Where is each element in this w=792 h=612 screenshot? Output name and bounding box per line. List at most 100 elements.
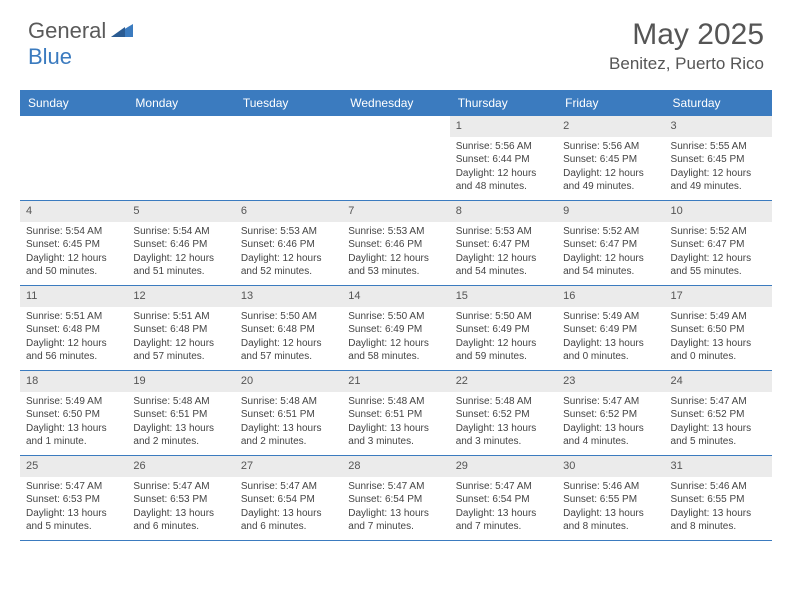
day-body: Sunrise: 5:54 AMSunset: 6:45 PMDaylight:… xyxy=(20,222,127,285)
sunset-text: Sunset: 6:54 PM xyxy=(456,493,551,507)
logo-word2-wrap: Blue xyxy=(28,44,72,70)
day-number: 22 xyxy=(450,371,557,392)
sunrise-text: Sunrise: 5:56 AM xyxy=(456,140,551,154)
day-cell: 1Sunrise: 5:56 AMSunset: 6:44 PMDaylight… xyxy=(450,116,557,200)
day-number: 24 xyxy=(665,371,772,392)
day-body: Sunrise: 5:53 AMSunset: 6:46 PMDaylight:… xyxy=(342,222,449,285)
daylight-text: Daylight: 12 hours and 52 minutes. xyxy=(241,252,336,279)
sunset-text: Sunset: 6:53 PM xyxy=(26,493,121,507)
day-number: 6 xyxy=(235,201,342,222)
day-cell: 31Sunrise: 5:46 AMSunset: 6:55 PMDayligh… xyxy=(665,456,772,540)
daylight-text: Daylight: 13 hours and 7 minutes. xyxy=(456,507,551,534)
sunset-text: Sunset: 6:44 PM xyxy=(456,153,551,167)
daylight-text: Daylight: 13 hours and 0 minutes. xyxy=(671,337,766,364)
daylight-text: Daylight: 12 hours and 53 minutes. xyxy=(348,252,443,279)
day-body: Sunrise: 5:52 AMSunset: 6:47 PMDaylight:… xyxy=(557,222,664,285)
day-cell: 13Sunrise: 5:50 AMSunset: 6:48 PMDayligh… xyxy=(235,286,342,370)
sunset-text: Sunset: 6:54 PM xyxy=(348,493,443,507)
day-cell xyxy=(20,116,127,200)
sunset-text: Sunset: 6:45 PM xyxy=(26,238,121,252)
day-body: Sunrise: 5:55 AMSunset: 6:45 PMDaylight:… xyxy=(665,137,772,200)
sunrise-text: Sunrise: 5:47 AM xyxy=(133,480,228,494)
sunset-text: Sunset: 6:52 PM xyxy=(563,408,658,422)
day-body: Sunrise: 5:47 AMSunset: 6:54 PMDaylight:… xyxy=(450,477,557,540)
daylight-text: Daylight: 12 hours and 51 minutes. xyxy=(133,252,228,279)
daylight-text: Daylight: 12 hours and 59 minutes. xyxy=(456,337,551,364)
calendar: Sunday Monday Tuesday Wednesday Thursday… xyxy=(20,90,772,541)
sunrise-text: Sunrise: 5:54 AM xyxy=(133,225,228,239)
day-cell: 4Sunrise: 5:54 AMSunset: 6:45 PMDaylight… xyxy=(20,201,127,285)
daylight-text: Daylight: 12 hours and 54 minutes. xyxy=(456,252,551,279)
day-cell: 19Sunrise: 5:48 AMSunset: 6:51 PMDayligh… xyxy=(127,371,234,455)
day-body: Sunrise: 5:49 AMSunset: 6:50 PMDaylight:… xyxy=(20,392,127,455)
daylight-text: Daylight: 13 hours and 2 minutes. xyxy=(241,422,336,449)
day-cell: 5Sunrise: 5:54 AMSunset: 6:46 PMDaylight… xyxy=(127,201,234,285)
sunrise-text: Sunrise: 5:51 AM xyxy=(26,310,121,324)
sunset-text: Sunset: 6:49 PM xyxy=(348,323,443,337)
day-cell: 10Sunrise: 5:52 AMSunset: 6:47 PMDayligh… xyxy=(665,201,772,285)
sunset-text: Sunset: 6:55 PM xyxy=(563,493,658,507)
daylight-text: Daylight: 13 hours and 8 minutes. xyxy=(671,507,766,534)
daylight-text: Daylight: 13 hours and 5 minutes. xyxy=(26,507,121,534)
sunset-text: Sunset: 6:45 PM xyxy=(671,153,766,167)
sunrise-text: Sunrise: 5:47 AM xyxy=(563,395,658,409)
day-body: Sunrise: 5:52 AMSunset: 6:47 PMDaylight:… xyxy=(665,222,772,285)
sunset-text: Sunset: 6:46 PM xyxy=(133,238,228,252)
daylight-text: Daylight: 13 hours and 0 minutes. xyxy=(563,337,658,364)
sunset-text: Sunset: 6:47 PM xyxy=(671,238,766,252)
day-header-sat: Saturday xyxy=(665,90,772,116)
day-cell: 28Sunrise: 5:47 AMSunset: 6:54 PMDayligh… xyxy=(342,456,449,540)
day-body: Sunrise: 5:51 AMSunset: 6:48 PMDaylight:… xyxy=(20,307,127,370)
week-row: 18Sunrise: 5:49 AMSunset: 6:50 PMDayligh… xyxy=(20,371,772,456)
daylight-text: Daylight: 13 hours and 2 minutes. xyxy=(133,422,228,449)
week-row: 25Sunrise: 5:47 AMSunset: 6:53 PMDayligh… xyxy=(20,456,772,541)
sunset-text: Sunset: 6:49 PM xyxy=(563,323,658,337)
day-number: 13 xyxy=(235,286,342,307)
day-cell: 11Sunrise: 5:51 AMSunset: 6:48 PMDayligh… xyxy=(20,286,127,370)
sunrise-text: Sunrise: 5:48 AM xyxy=(133,395,228,409)
day-body: Sunrise: 5:53 AMSunset: 6:46 PMDaylight:… xyxy=(235,222,342,285)
weeks-container: 1Sunrise: 5:56 AMSunset: 6:44 PMDaylight… xyxy=(20,116,772,541)
day-number: 10 xyxy=(665,201,772,222)
day-number: 2 xyxy=(557,116,664,137)
sunrise-text: Sunrise: 5:52 AM xyxy=(563,225,658,239)
sunrise-text: Sunrise: 5:49 AM xyxy=(26,395,121,409)
sunrise-text: Sunrise: 5:53 AM xyxy=(456,225,551,239)
sunset-text: Sunset: 6:46 PM xyxy=(348,238,443,252)
sunrise-text: Sunrise: 5:52 AM xyxy=(671,225,766,239)
day-body: Sunrise: 5:48 AMSunset: 6:52 PMDaylight:… xyxy=(450,392,557,455)
week-row: 4Sunrise: 5:54 AMSunset: 6:45 PMDaylight… xyxy=(20,201,772,286)
day-cell: 14Sunrise: 5:50 AMSunset: 6:49 PMDayligh… xyxy=(342,286,449,370)
day-number: 21 xyxy=(342,371,449,392)
day-body: Sunrise: 5:47 AMSunset: 6:54 PMDaylight:… xyxy=(235,477,342,540)
sunrise-text: Sunrise: 5:51 AM xyxy=(133,310,228,324)
day-header-tue: Tuesday xyxy=(235,90,342,116)
header: General May 2025 Benitez, Puerto Rico xyxy=(0,0,792,82)
day-body: Sunrise: 5:50 AMSunset: 6:48 PMDaylight:… xyxy=(235,307,342,370)
day-header-mon: Monday xyxy=(127,90,234,116)
day-body: Sunrise: 5:46 AMSunset: 6:55 PMDaylight:… xyxy=(665,477,772,540)
day-header-wed: Wednesday xyxy=(342,90,449,116)
daylight-text: Daylight: 12 hours and 55 minutes. xyxy=(671,252,766,279)
daylight-text: Daylight: 13 hours and 3 minutes. xyxy=(456,422,551,449)
daylight-text: Daylight: 13 hours and 3 minutes. xyxy=(348,422,443,449)
day-cell xyxy=(342,116,449,200)
daylight-text: Daylight: 13 hours and 5 minutes. xyxy=(671,422,766,449)
day-body: Sunrise: 5:48 AMSunset: 6:51 PMDaylight:… xyxy=(342,392,449,455)
daylight-text: Daylight: 12 hours and 57 minutes. xyxy=(133,337,228,364)
day-number: 11 xyxy=(20,286,127,307)
day-cell: 6Sunrise: 5:53 AMSunset: 6:46 PMDaylight… xyxy=(235,201,342,285)
day-body: Sunrise: 5:50 AMSunset: 6:49 PMDaylight:… xyxy=(450,307,557,370)
day-number xyxy=(235,116,342,137)
sunrise-text: Sunrise: 5:47 AM xyxy=(456,480,551,494)
sunrise-text: Sunrise: 5:53 AM xyxy=(348,225,443,239)
day-number xyxy=(127,116,234,137)
day-number: 25 xyxy=(20,456,127,477)
sunrise-text: Sunrise: 5:47 AM xyxy=(241,480,336,494)
sunset-text: Sunset: 6:46 PM xyxy=(241,238,336,252)
day-header-sun: Sunday xyxy=(20,90,127,116)
day-number: 26 xyxy=(127,456,234,477)
day-cell: 7Sunrise: 5:53 AMSunset: 6:46 PMDaylight… xyxy=(342,201,449,285)
sunset-text: Sunset: 6:52 PM xyxy=(671,408,766,422)
sunset-text: Sunset: 6:47 PM xyxy=(456,238,551,252)
